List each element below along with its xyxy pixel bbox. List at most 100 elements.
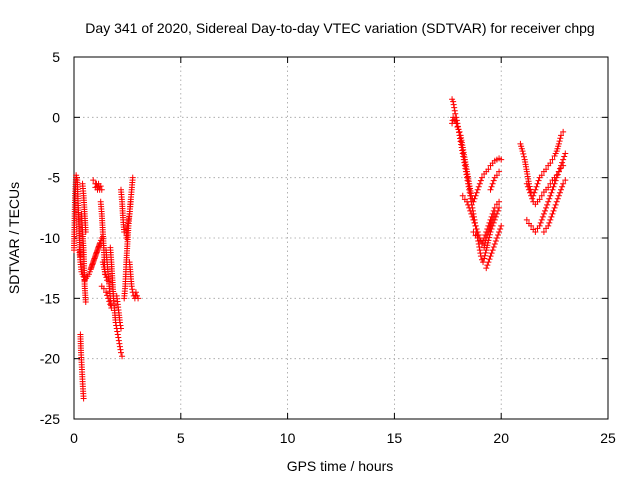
data-point — [559, 183, 566, 190]
data-point — [538, 172, 545, 179]
data-point — [547, 192, 554, 199]
y-tick-label: -20 — [40, 351, 60, 367]
data-point — [549, 210, 556, 217]
data-point — [534, 180, 541, 187]
data-point — [554, 195, 561, 202]
data-point — [555, 168, 562, 175]
data-point — [472, 222, 479, 229]
data-point — [539, 213, 546, 220]
data-point — [452, 110, 459, 117]
data-point — [548, 189, 555, 196]
data-point — [117, 346, 124, 353]
data-point — [494, 231, 501, 238]
data-point — [488, 213, 495, 220]
data-point — [477, 250, 484, 257]
data-point — [523, 180, 530, 187]
data-point — [467, 207, 474, 214]
data-point — [124, 219, 131, 226]
data-point — [82, 298, 89, 305]
data-point — [484, 225, 491, 232]
data-point — [496, 198, 503, 205]
chart-title: Day 341 of 2020, Sidereal Day-to-day VTE… — [85, 20, 594, 36]
data-point — [556, 165, 563, 172]
data-point — [555, 192, 562, 199]
data-point — [485, 166, 492, 173]
data-point — [520, 153, 527, 160]
data-point — [490, 244, 497, 251]
data-point — [487, 186, 494, 193]
data-point — [475, 183, 482, 190]
data-point — [551, 204, 558, 211]
data-point — [103, 289, 110, 296]
data-point — [548, 213, 555, 220]
y-axis-label: SDTVAR / TECUs — [6, 182, 22, 294]
data-point — [496, 228, 503, 235]
data-point — [538, 192, 545, 199]
data-point — [553, 198, 560, 205]
data-point — [128, 283, 135, 290]
x-axis-label: GPS time / hours — [287, 458, 394, 474]
data-point — [558, 162, 565, 169]
data-point — [498, 222, 505, 229]
data-point — [451, 116, 458, 123]
data-point — [553, 174, 560, 181]
data-point — [485, 259, 492, 266]
tick-labels: 0 5 10 15 20 25 -25 -20 -15 -10 -5 0 5 — [40, 49, 616, 446]
x-tick-label: 0 — [70, 430, 78, 446]
data-point — [466, 204, 473, 211]
data-point — [540, 210, 547, 217]
data-point — [524, 183, 531, 190]
y-tick-label: -15 — [40, 290, 60, 306]
data-point — [482, 249, 489, 256]
data-point — [121, 228, 128, 235]
data-point — [485, 222, 492, 229]
data-point — [532, 186, 539, 193]
data-point — [552, 177, 559, 184]
data-point — [451, 107, 458, 114]
data-point — [497, 225, 504, 232]
data-point — [114, 328, 121, 335]
data-point — [490, 207, 497, 214]
data-point — [545, 198, 552, 205]
data-point — [498, 156, 505, 163]
data-point — [80, 395, 87, 402]
data-point — [538, 216, 545, 223]
data-point — [544, 201, 551, 208]
data-point — [493, 235, 500, 241]
data-point — [481, 252, 488, 259]
data-point — [556, 189, 563, 196]
data-point — [552, 201, 559, 208]
data-point — [547, 160, 554, 167]
x-tick-label: 10 — [280, 430, 296, 446]
data-point — [488, 250, 495, 257]
data-point — [117, 322, 124, 329]
data-point — [550, 207, 557, 214]
data-point — [486, 256, 493, 263]
data-point — [454, 123, 461, 130]
data-point — [536, 196, 543, 203]
data-point — [489, 180, 496, 187]
data-point — [480, 238, 487, 245]
data-point — [468, 210, 475, 217]
data-point — [489, 210, 496, 217]
data-point — [90, 177, 97, 184]
data-point — [559, 159, 566, 166]
x-tick-label: 20 — [493, 430, 509, 446]
data-point — [476, 237, 483, 244]
data-point — [478, 241, 485, 248]
data-point — [451, 104, 458, 111]
data-point — [117, 349, 124, 356]
data-point — [554, 171, 561, 178]
data-point — [525, 186, 532, 193]
data-point — [550, 183, 557, 190]
data-point — [124, 222, 131, 229]
data-point — [562, 150, 569, 157]
data-point — [488, 183, 495, 190]
data-point — [464, 198, 471, 205]
data-point — [560, 180, 567, 187]
data-point — [487, 216, 494, 223]
data-point — [540, 228, 547, 235]
data-point — [470, 228, 477, 235]
data-point — [482, 231, 489, 238]
x-tick-label: 5 — [177, 430, 185, 446]
